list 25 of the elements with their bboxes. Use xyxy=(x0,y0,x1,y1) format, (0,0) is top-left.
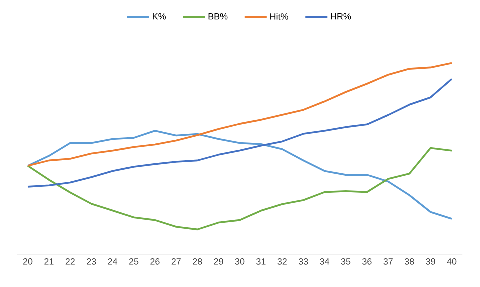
x-tick-label: 37 xyxy=(384,258,393,265)
x-tick-label: 20 xyxy=(23,258,33,265)
x-tick-label: 24 xyxy=(108,258,118,265)
x-tick-label: 34 xyxy=(320,258,330,265)
legend-label: HR% xyxy=(331,13,352,20)
legend-label: Hit% xyxy=(270,13,288,20)
x-tick-label: 35 xyxy=(341,258,351,265)
x-tick-label: 25 xyxy=(129,258,139,265)
x-tick-label: 23 xyxy=(87,258,96,265)
x-tick-label: 28 xyxy=(193,258,202,265)
x-tick-label: 38 xyxy=(404,258,414,265)
legend-label: BB% xyxy=(208,13,228,20)
x-tick-label: 33 xyxy=(298,258,308,265)
x-tick-label: 40 xyxy=(447,258,457,265)
x-tick-label: 21 xyxy=(44,258,54,265)
x-tick-label: 32 xyxy=(278,258,287,265)
x-tick-label: 26 xyxy=(150,258,160,265)
x-tick-label: 36 xyxy=(362,258,372,265)
x-tick-label: 31 xyxy=(256,258,266,265)
legend-label: K% xyxy=(153,13,166,20)
x-tick-label: 29 xyxy=(214,258,224,265)
x-tick-label: 22 xyxy=(66,258,75,265)
x-tick-label: 30 xyxy=(235,258,245,265)
x-tick-label: 39 xyxy=(426,258,436,265)
x-tick-label: 27 xyxy=(172,258,181,265)
